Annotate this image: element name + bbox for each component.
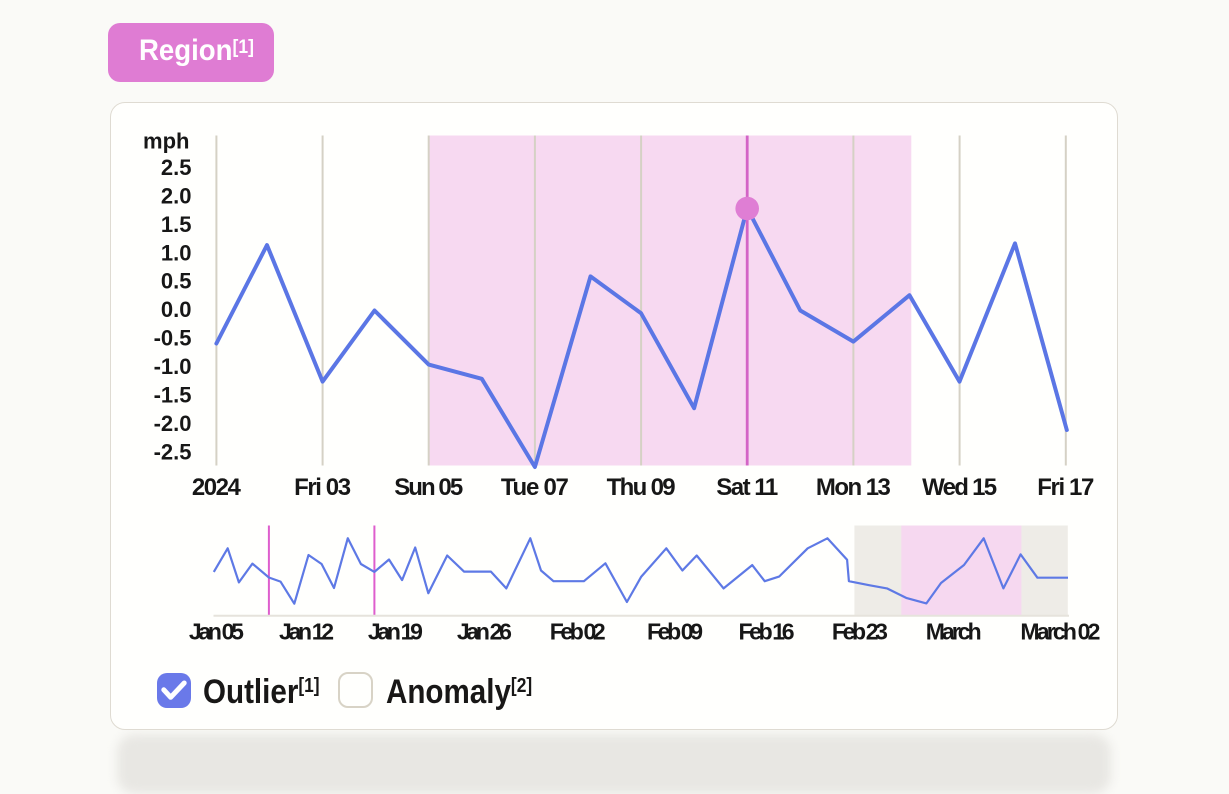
svg-text:-0.5: -0.5: [154, 326, 192, 351]
svg-text:2.0: 2.0: [161, 183, 192, 208]
svg-text:Feb 02: Feb 02: [550, 619, 606, 645]
svg-text:mph: mph: [143, 129, 189, 154]
svg-text:Jan 05: Jan 05: [189, 619, 244, 645]
svg-text:0.5: 0.5: [161, 269, 192, 294]
svg-text:Feb 23: Feb 23: [832, 619, 888, 645]
svg-text:March 02: March 02: [1020, 619, 1100, 645]
svg-text:Sun 05: Sun 05: [394, 474, 463, 501]
svg-text:-2.0: -2.0: [154, 411, 192, 436]
svg-text:-1.0: -1.0: [154, 354, 192, 379]
svg-text:Thu 09: Thu 09: [607, 474, 676, 501]
svg-text:1.0: 1.0: [161, 240, 192, 265]
svg-text:-1.5: -1.5: [154, 383, 192, 408]
svg-text:Jan 19: Jan 19: [368, 619, 423, 645]
svg-text:Feb 09: Feb 09: [647, 619, 703, 645]
svg-text:Mon 13: Mon 13: [816, 474, 891, 501]
svg-text:0.0: 0.0: [161, 297, 192, 322]
svg-text:Jan 26: Jan 26: [457, 619, 512, 645]
svg-text:Feb 16: Feb 16: [739, 619, 795, 645]
svg-text:Fri 17: Fri 17: [1037, 474, 1094, 501]
svg-text:Jan 12: Jan 12: [279, 619, 334, 645]
svg-text:Tue 07: Tue 07: [501, 474, 569, 501]
svg-text:-2.5: -2.5: [154, 439, 192, 464]
svg-text:Wed 15: Wed 15: [922, 474, 997, 501]
svg-text:2.5: 2.5: [161, 155, 192, 180]
svg-text:1.5: 1.5: [161, 212, 192, 237]
svg-text:Sat 11: Sat 11: [716, 474, 778, 501]
svg-text:March: March: [926, 619, 982, 645]
svg-text:2024: 2024: [192, 474, 242, 501]
svg-text:Fri 03: Fri 03: [294, 474, 351, 501]
